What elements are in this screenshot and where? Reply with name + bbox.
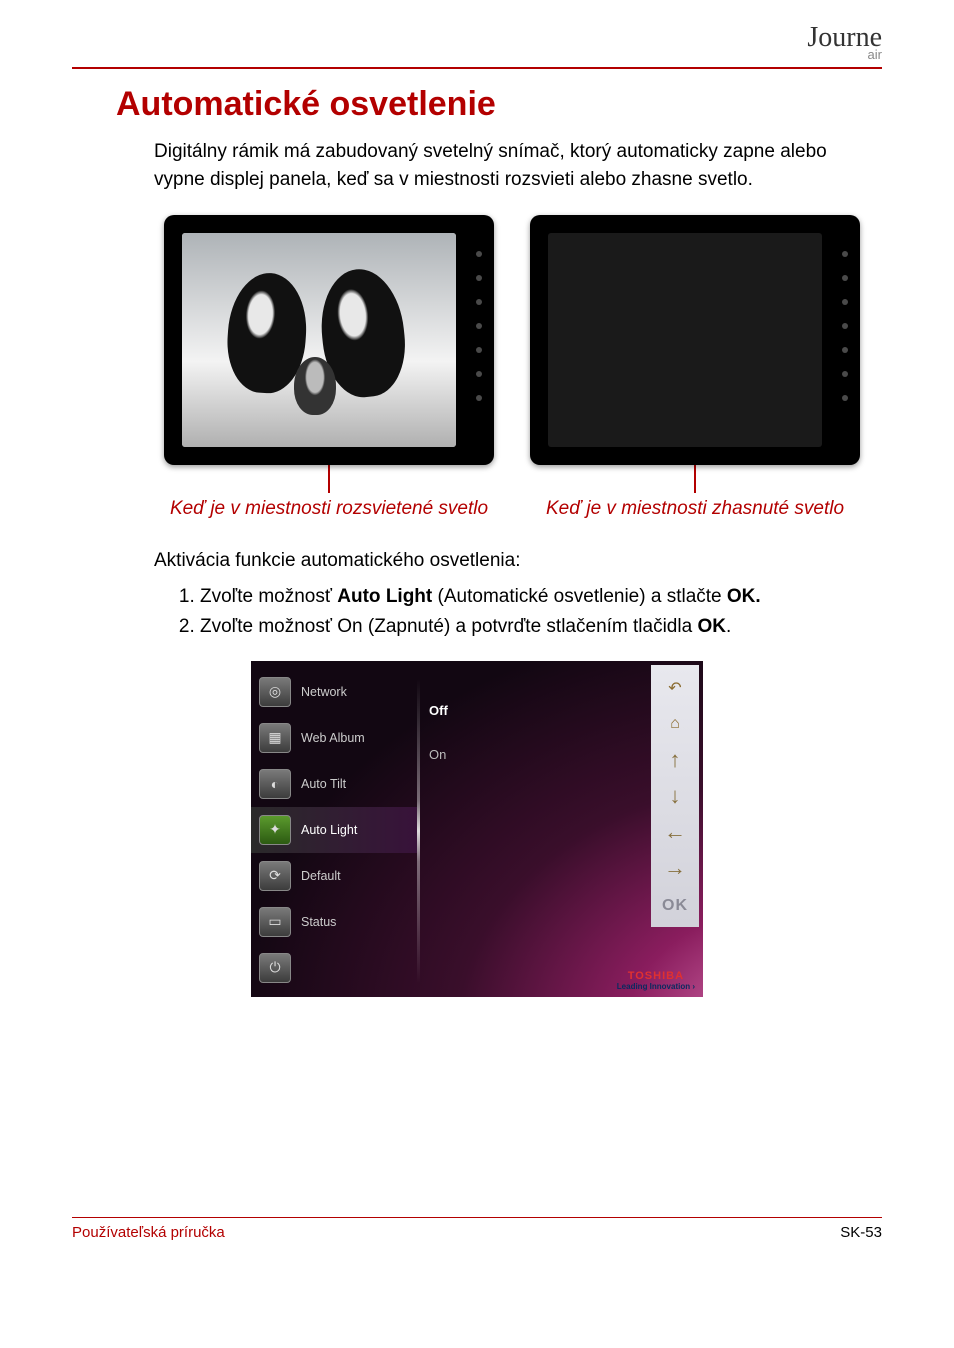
nav-back-icon[interactable]: ↶ — [658, 671, 692, 705]
step-1: Zvoľte možnosť Auto Light (Automatické o… — [200, 582, 882, 612]
menu-item-auto-light[interactable]: ✦ Auto Light — [251, 807, 417, 853]
menu-label: Status — [301, 915, 336, 929]
nav-home-icon[interactable]: ⌂ — [658, 707, 692, 741]
frame-on-column: Keď je v miestnosti rozsvietené svetlo — [164, 215, 494, 522]
nav-up-icon[interactable]: ↑ — [658, 743, 692, 777]
activation-label: Aktivácia funkcie automatického osvetlen… — [154, 550, 882, 572]
menu-screenshot: ◎ Network ▦ Web Album ◐ Auto Tilt ✦ Auto… — [251, 661, 703, 997]
caption-on: Keď je v miestnosti rozsvietené svetlo — [170, 497, 488, 522]
frame-off-column: Keď je v miestnosti zhasnuté svetlo — [530, 215, 860, 522]
menu-label: Network — [301, 685, 347, 699]
penguin-photo — [182, 233, 456, 447]
nav-ok-button[interactable]: OK — [658, 889, 692, 923]
option-off[interactable]: Off — [429, 689, 448, 733]
step-2: Zvoľte možnosť On (Zapnuté) a potvrďte s… — [200, 612, 882, 642]
pointer-line — [694, 463, 696, 493]
steps-list: Zvoľte možnosť Auto Light (Automatické o… — [180, 582, 882, 643]
frame-buttons — [476, 251, 482, 401]
menu-label: Auto Light — [301, 823, 357, 837]
frame-buttons — [842, 251, 848, 401]
brand-badge: TOSHIBA Leading Innovation › — [617, 970, 695, 991]
illustration-row: Keď je v miestnosti rozsvietené svetlo K… — [142, 215, 882, 522]
logo: Journe air — [807, 24, 882, 61]
auto-tilt-icon: ◐ — [259, 769, 291, 799]
menu-label: Default — [301, 869, 341, 883]
header-rule — [72, 67, 882, 69]
menu-item-extra[interactable]: ⏻ — [251, 945, 417, 991]
footer: Používateľská príručka SK-53 — [72, 1217, 882, 1262]
header: Journe air — [72, 24, 882, 67]
menu-item-web-album[interactable]: ▦ Web Album — [251, 715, 417, 761]
caption-off: Keď je v miestnosti zhasnuté svetlo — [546, 497, 844, 522]
auto-light-icon: ✦ — [259, 815, 291, 845]
nav-down-icon[interactable]: ↓ — [658, 779, 692, 813]
web-album-icon: ▦ — [259, 723, 291, 753]
screen-on — [182, 233, 456, 447]
menu-label: Web Album — [301, 731, 365, 745]
intro-text: Digitálny rámik má zabudovaný svetelný s… — [154, 138, 882, 193]
pointer-line — [328, 463, 330, 493]
status-icon: ▭ — [259, 907, 291, 937]
nav-panel: ↶ ⌂ ↑ ↓ ← → OK — [651, 665, 699, 927]
default-icon: ⟳ — [259, 861, 291, 891]
menu-left-panel: ◎ Network ▦ Web Album ◐ Auto Tilt ✦ Auto… — [251, 669, 417, 997]
menu-options: Off On — [429, 689, 448, 777]
menu-divider — [417, 679, 420, 983]
brand-tag: Leading Innovation › — [617, 982, 695, 991]
option-on[interactable]: On — [429, 733, 448, 777]
screen-off — [548, 233, 822, 447]
photo-frame-off — [530, 215, 860, 465]
power-icon: ⏻ — [259, 953, 291, 983]
page-title: Automatické osvetlenie — [116, 85, 882, 124]
footer-right: SK-53 — [840, 1224, 882, 1241]
menu-item-default[interactable]: ⟳ Default — [251, 853, 417, 899]
footer-left: Používateľská príručka — [72, 1224, 225, 1241]
menu-item-status[interactable]: ▭ Status — [251, 899, 417, 945]
photo-frame-on — [164, 215, 494, 465]
menu-item-network[interactable]: ◎ Network — [251, 669, 417, 715]
brand-name: TOSHIBA — [617, 970, 695, 982]
nav-left-icon[interactable]: ← — [658, 815, 692, 849]
network-icon: ◎ — [259, 677, 291, 707]
nav-right-icon[interactable]: → — [658, 851, 692, 885]
menu-item-auto-tilt[interactable]: ◐ Auto Tilt — [251, 761, 417, 807]
menu-label: Auto Tilt — [301, 777, 346, 791]
